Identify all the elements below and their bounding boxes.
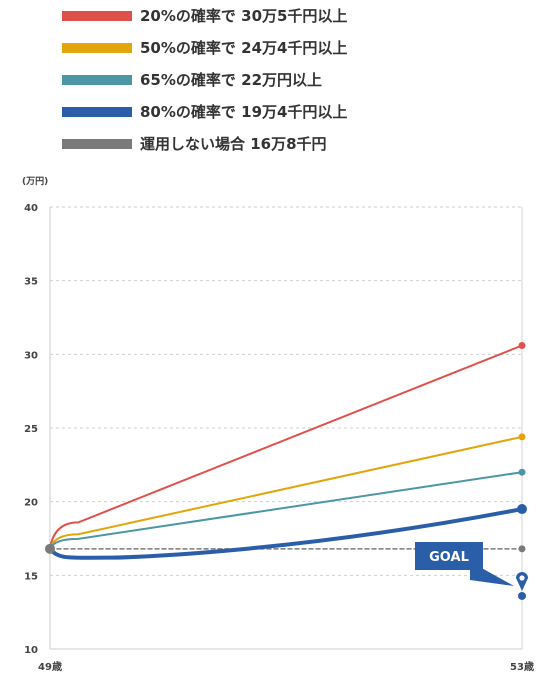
legend-label: 80%の確率で 19万4千円以上 xyxy=(140,103,347,121)
x-tick-label: 49歳 xyxy=(38,660,62,673)
series-line xyxy=(49,344,523,550)
legend: 20%の確率で 30万5千円以上 50%の確率で 24万4千円以上 65%の確率で … xyxy=(62,7,347,153)
y-axis-unit: (万円) xyxy=(22,176,48,187)
series-end-point xyxy=(518,468,526,476)
series-line xyxy=(48,507,524,560)
legend-label: 65%の確率で 22万円以上 xyxy=(140,71,322,89)
goal-label-box xyxy=(415,542,483,570)
goal-annotation: GOAL xyxy=(415,542,528,600)
series-end-point xyxy=(518,433,526,441)
legend-label: 20%の確率で 30万5千円以上 xyxy=(140,7,347,25)
legend-swatch xyxy=(62,139,132,149)
map-pin-icon xyxy=(516,572,528,591)
y-tick-label: 40 xyxy=(24,203,38,214)
goal-point xyxy=(518,591,526,600)
y-tick-label: 30 xyxy=(24,350,38,361)
y-tick-label: 15 xyxy=(24,571,38,582)
legend-label: 50%の確率で 24万4千円以上 xyxy=(140,39,347,57)
series-lines xyxy=(45,341,527,560)
x-tick-label: 53歳 xyxy=(510,660,534,673)
y-tick-label: 25 xyxy=(24,424,38,435)
goal-callout-pointer xyxy=(470,566,514,586)
series-end-point xyxy=(517,504,527,515)
legend-swatch xyxy=(62,75,132,85)
legend-swatch xyxy=(62,11,132,21)
map-pin-hole xyxy=(519,575,525,581)
axes: (万円) 10 15 20 25 30 35 40 49歳 53歳 xyxy=(22,176,534,673)
legend-swatch xyxy=(62,107,132,117)
series-line xyxy=(49,471,523,550)
y-tick-label: 10 xyxy=(24,645,38,656)
goal-label: GOAL xyxy=(429,550,469,565)
legend-swatch xyxy=(62,43,132,53)
series-end-point xyxy=(518,545,526,553)
y-tick-label: 35 xyxy=(24,277,38,288)
series-start-point xyxy=(45,543,55,554)
y-tick-label: 20 xyxy=(24,498,38,509)
legend-label: 運用しない場合 16万8千円 xyxy=(140,135,327,153)
grid xyxy=(50,206,523,649)
series-end-point xyxy=(518,341,526,349)
